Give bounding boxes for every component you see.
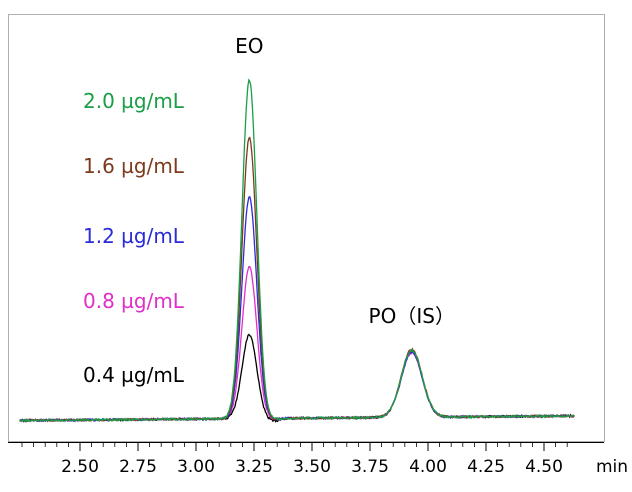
plot-frame — [8, 14, 605, 442]
x-tick-label: 3.50 — [293, 457, 331, 477]
x-tick-label: 4.00 — [409, 457, 447, 477]
annotation-layer: EO PO（IS） — [235, 34, 455, 328]
legend-entry-1: 1.6 µg/mL — [83, 154, 185, 178]
x-tick-label: 3.00 — [177, 457, 215, 477]
x-axis: 2.50 2.75 3.00 3.25 3.50 3.75 4.00 4.25 4.50 min — [8, 442, 628, 477]
legend-entry-4: 0.4 µg/mL — [83, 363, 185, 387]
legend-entry-3: 0.8 µg/mL — [83, 289, 185, 313]
x-tick-label: 3.25 — [235, 457, 273, 477]
x-tick-label: 4.25 — [467, 457, 505, 477]
series-trace-0 — [19, 78, 575, 423]
x-tick-label: 2.50 — [61, 457, 99, 477]
legend-entry-0: 2.0 µg/mL — [83, 89, 185, 113]
x-unit-label: min — [596, 457, 628, 477]
peak-label-eo: EO — [235, 34, 263, 58]
trace-layer — [19, 78, 575, 423]
legend-entry-2: 1.2 µg/mL — [83, 224, 185, 248]
peak-label-po: PO（IS） — [369, 304, 455, 328]
legend: 2.0 µg/mL 1.6 µg/mL 1.2 µg/mL 0.8 µg/mL 0.4 … — [83, 89, 185, 387]
x-tick-label: 4.50 — [525, 457, 563, 477]
x-tick-label: 2.75 — [119, 457, 157, 477]
x-tick-label: 3.75 — [351, 457, 389, 477]
